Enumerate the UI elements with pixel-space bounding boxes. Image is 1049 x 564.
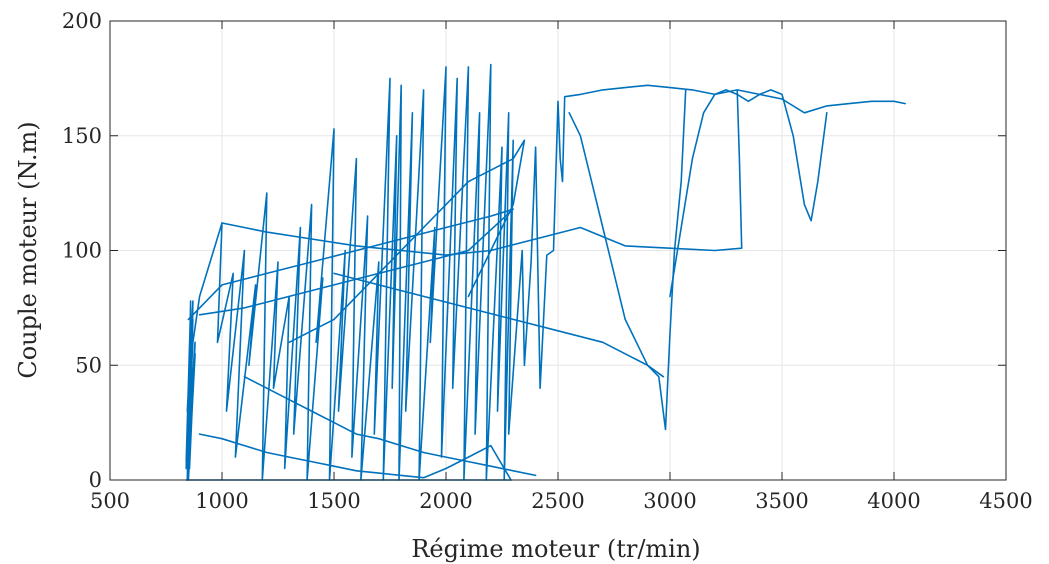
x-tick-label: 1000 <box>195 489 248 513</box>
y-tick-label: 200 <box>62 9 102 33</box>
x-tick-label: 2000 <box>419 489 472 513</box>
series-line-8 <box>333 272 665 378</box>
x-tick-label: 4000 <box>867 489 920 513</box>
x-tick-label: 500 <box>90 489 130 513</box>
y-tick-label: 100 <box>62 239 102 263</box>
axes <box>109 20 1007 481</box>
x-tick-label: 3000 <box>643 489 696 513</box>
y-tick-label: 150 <box>62 124 102 148</box>
series-line-6 <box>243 375 537 477</box>
y-tick-label: 50 <box>75 353 102 377</box>
x-tick-label: 1500 <box>307 489 360 513</box>
series-group <box>185 63 907 481</box>
series-line-9 <box>288 139 526 344</box>
x-axis-title: Régime moteur (tr/min) <box>411 535 700 563</box>
y-tick-labels: 0 50 100 150 200 <box>62 9 102 492</box>
series-line-2 <box>187 208 515 321</box>
series-line-7 <box>198 433 512 481</box>
series-line-1 <box>185 63 907 481</box>
x-tick-labels: 500 1000 1500 2000 2500 3000 3500 4000 4500 <box>90 489 1033 513</box>
series-line-4 <box>568 89 687 431</box>
series-line-3 <box>221 89 743 256</box>
series-line-5 <box>669 89 828 298</box>
x-tick-label: 4500 <box>979 489 1032 513</box>
y-tick-label: 0 <box>89 468 102 492</box>
x-tick-label: 3500 <box>755 489 808 513</box>
x-tick-label: 2500 <box>531 489 584 513</box>
y-axis-title: Couple moteur (N.m) <box>14 121 42 378</box>
